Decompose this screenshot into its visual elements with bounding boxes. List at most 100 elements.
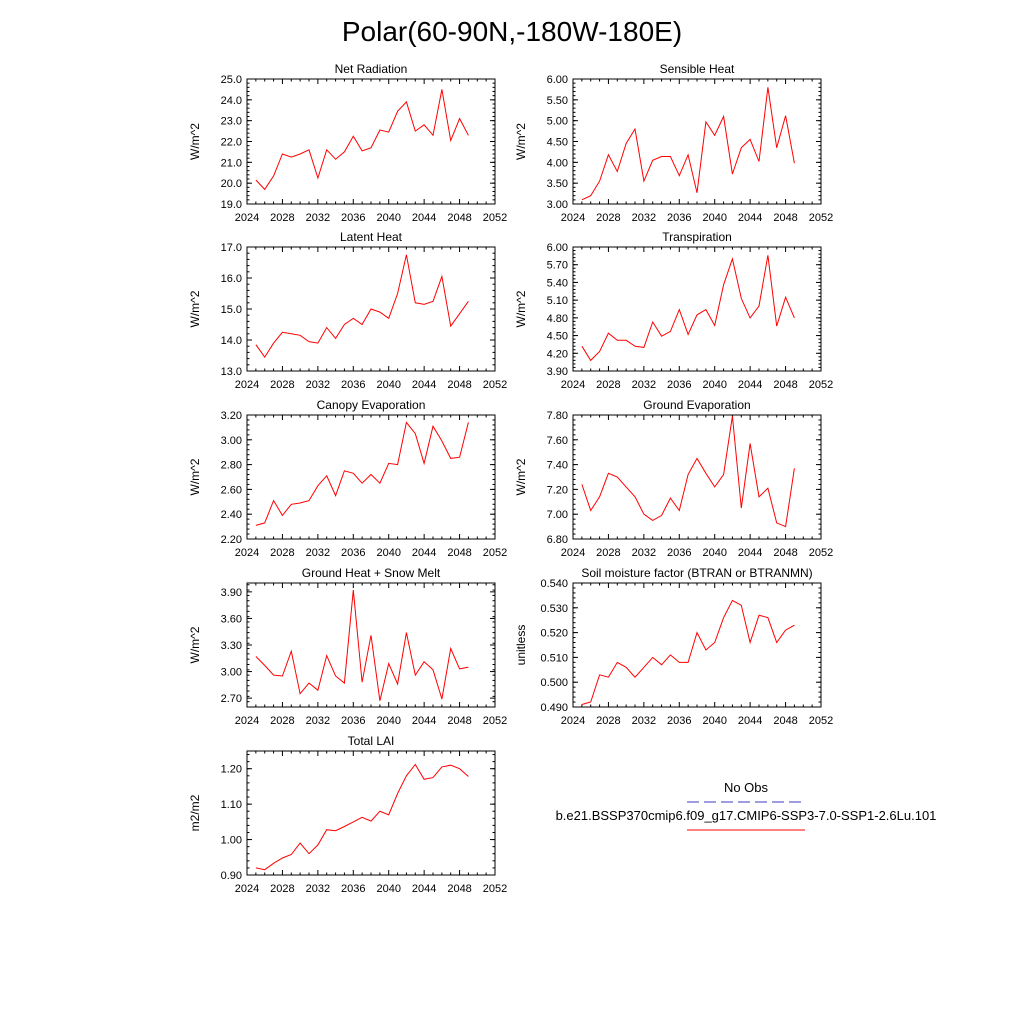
- x-tick-label: 2040: [376, 883, 400, 895]
- x-tick-label: 2024: [235, 715, 259, 727]
- series-line: [255, 590, 469, 701]
- y-tick-label: 3.50: [547, 178, 568, 190]
- x-tick-label: 2024: [235, 883, 259, 895]
- panel-6: Ground Evaporation W/m^2 2024 2028 2032 2036 2…: [514, 398, 833, 559]
- x-tick-label: 2036: [341, 379, 365, 391]
- series-line: [255, 89, 469, 191]
- y-tick-label: 3.00: [221, 435, 242, 447]
- x-tick-label: 2028: [270, 379, 294, 391]
- x-tick-label: 2032: [306, 379, 330, 391]
- x-tick-label: 2040: [702, 547, 726, 559]
- y-tick-label: 6.00: [547, 74, 568, 86]
- y-tick-label: 3.30: [221, 640, 242, 652]
- plot-frame: [246, 414, 496, 540]
- legend-obs-label: No Obs: [724, 780, 769, 795]
- x-tick-label: 2036: [341, 883, 365, 895]
- x-tick-label: 2024: [235, 212, 259, 224]
- y-tick-label: 2.70: [221, 693, 242, 705]
- y-tick-label: 4.50: [547, 137, 568, 149]
- x-tick-label: 2024: [561, 212, 585, 224]
- y-tick-label: 3.00: [221, 667, 242, 679]
- x-tick-label: 2040: [702, 715, 726, 727]
- plot-frame: [246, 78, 496, 205]
- y-tick-label: 1.10: [221, 799, 242, 811]
- panel-title: Soil moisture factor (BTRAN or BTRANMN): [581, 566, 812, 580]
- y-tick-label: 4.50: [547, 331, 568, 343]
- y-tick-label: 3.20: [221, 410, 242, 422]
- x-tick-label: 2028: [596, 379, 620, 391]
- x-tick-label: 2044: [738, 212, 762, 224]
- y-tick-label: 6.80: [547, 534, 568, 546]
- x-tick-label: 2052: [483, 379, 507, 391]
- y-tick-label: 0.530: [540, 603, 568, 615]
- y-tick-label: 24.0: [221, 95, 242, 107]
- y-tick-label: 0.490: [540, 702, 568, 714]
- plot-frame: [246, 750, 496, 876]
- y-tick-label: 5.00: [547, 116, 568, 128]
- panel-title: Sensible Heat: [660, 62, 735, 76]
- x-tick-label: 2048: [447, 715, 471, 727]
- x-tick-label: 2048: [773, 547, 797, 559]
- x-tick-label: 2028: [596, 715, 620, 727]
- x-tick-label: 2032: [632, 212, 656, 224]
- panel-7: Ground Heat + Snow Melt W/m^2 2024 2028 2032…: [188, 566, 507, 727]
- x-tick-label: 2044: [412, 547, 436, 559]
- x-tick-label: 2048: [447, 379, 471, 391]
- panel-5: Canopy Evaporation W/m^2 2024 2028 2032 2036 2…: [188, 398, 507, 559]
- y-tick-label: 0.90: [221, 870, 242, 882]
- y-tick-label: 16.0: [221, 273, 242, 285]
- x-tick-label: 2024: [561, 379, 585, 391]
- y-tick-label: 0.520: [540, 628, 568, 640]
- y-axis-label: W/m^2: [514, 458, 528, 495]
- x-tick-label: 2044: [412, 715, 436, 727]
- x-tick-label: 2036: [667, 715, 691, 727]
- panel-title: Ground Heat + Snow Melt: [302, 566, 441, 580]
- x-tick-label: 2052: [809, 212, 833, 224]
- plot-frame: [572, 582, 822, 708]
- panels: Net Radiation W/m^2 2024 2028 2032 2036 2040 20…: [188, 62, 833, 895]
- x-tick-label: 2032: [632, 715, 656, 727]
- series-line: [255, 254, 469, 358]
- x-tick-label: 2048: [773, 212, 797, 224]
- series-line: [581, 87, 795, 201]
- plot-frame: [572, 78, 822, 205]
- y-tick-label: 3.90: [547, 366, 568, 378]
- series-line: [581, 255, 795, 362]
- y-tick-label: 0.500: [540, 677, 568, 689]
- x-tick-label: 2052: [809, 379, 833, 391]
- y-tick-label: 19.0: [221, 199, 242, 211]
- y-axis-label: W/m^2: [188, 626, 202, 663]
- x-tick-label: 2036: [341, 212, 365, 224]
- y-tick-label: 20.0: [221, 178, 242, 190]
- y-axis-label: W/m^2: [188, 458, 202, 495]
- y-tick-label: 6.00: [547, 242, 568, 254]
- y-tick-label: 4.00: [547, 157, 568, 169]
- panel-9: Total LAI m2/m2 2024 2028 2032 2036 2040 2044 20…: [188, 734, 507, 895]
- y-tick-label: 1.00: [221, 835, 242, 847]
- y-axis-label: W/m^2: [188, 290, 202, 327]
- y-tick-label: 17.0: [221, 242, 242, 254]
- y-tick-label: 3.60: [221, 613, 242, 625]
- x-tick-label: 2028: [596, 547, 620, 559]
- y-tick-label: 13.0: [221, 366, 242, 378]
- x-tick-label: 2044: [412, 212, 436, 224]
- y-axis-label: W/m^2: [514, 123, 528, 160]
- x-tick-label: 2028: [270, 715, 294, 727]
- series-line: [581, 599, 795, 705]
- y-tick-label: 4.80: [547, 313, 568, 325]
- y-tick-label: 4.20: [547, 348, 568, 360]
- x-tick-label: 2032: [306, 715, 330, 727]
- x-tick-label: 2024: [235, 379, 259, 391]
- series-line: [255, 421, 469, 526]
- y-axis-label: W/m^2: [514, 290, 528, 327]
- panel-1: Net Radiation W/m^2 2024 2028 2032 2036 2040 20…: [188, 62, 507, 224]
- x-tick-label: 2024: [235, 547, 259, 559]
- x-tick-label: 2036: [341, 715, 365, 727]
- y-tick-label: 5.10: [547, 295, 568, 307]
- x-tick-label: 2052: [483, 547, 507, 559]
- y-tick-label: 2.60: [221, 484, 242, 496]
- legend-model-label: b.e21.BSSP370cmip6.f09_g17.CMIP6-SSP3-7.…: [556, 808, 937, 823]
- x-tick-label: 2048: [447, 547, 471, 559]
- y-tick-label: 7.60: [547, 435, 568, 447]
